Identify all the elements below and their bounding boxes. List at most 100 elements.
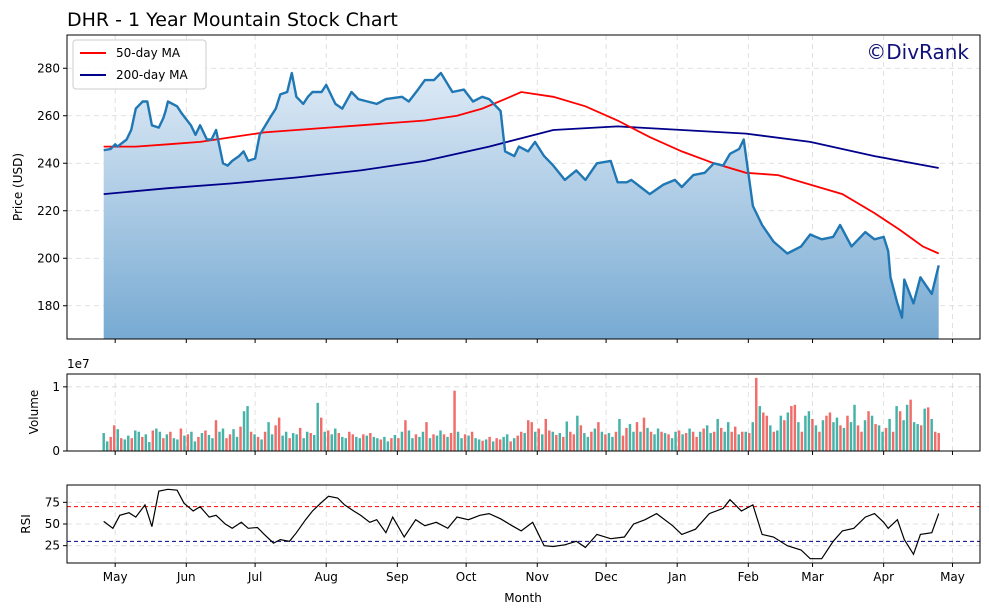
volume-bar [632, 431, 635, 451]
volume-bar [653, 434, 656, 451]
volume-bar [200, 433, 204, 451]
volume-bar [730, 431, 733, 451]
volume-bar [295, 434, 298, 451]
volume-bar [639, 431, 642, 451]
volume-bar [365, 435, 369, 451]
volume-bar [688, 428, 691, 451]
volume-bar [776, 430, 779, 451]
volume-bar [814, 425, 818, 451]
volume-bar [741, 431, 744, 451]
y-tick-label: 260 [37, 109, 60, 123]
volume-bar [127, 435, 130, 451]
volume-bar [562, 436, 565, 451]
volume-bar [372, 436, 376, 451]
volume-bar [232, 429, 235, 451]
volume-bar [660, 431, 663, 451]
volume-bar [912, 422, 916, 452]
volume-bar [362, 434, 365, 451]
volume-bar [842, 427, 846, 451]
volume-bar [446, 436, 449, 451]
rsi-line [103, 488, 940, 560]
y-tick-label: 1 [52, 380, 60, 394]
volume-bar [593, 428, 597, 451]
x-tick-label: Oct [456, 570, 477, 584]
volume-bar [442, 434, 446, 451]
volume-bar [470, 431, 474, 451]
volume-bar [663, 433, 667, 451]
volume-bar [902, 420, 905, 451]
legend-box [72, 39, 207, 90]
volume-bar [656, 428, 660, 451]
volume-bar [102, 433, 105, 451]
volume-bar [860, 431, 863, 451]
volume-bar [748, 433, 751, 451]
volume-bar [642, 417, 646, 451]
volume-bar [800, 431, 804, 451]
volume-bar [477, 439, 481, 451]
volume-bar [344, 438, 348, 451]
volume-bar [144, 434, 148, 451]
volume-bar [516, 435, 519, 451]
volume-bar [172, 438, 176, 451]
volume-bar [467, 435, 470, 451]
volume-bar [502, 436, 505, 451]
volume-bar [463, 434, 467, 451]
volume-bar [839, 425, 842, 451]
volume-bar [565, 421, 569, 451]
volume-x-ticks [114, 451, 953, 455]
volume-bar [832, 422, 835, 452]
volume-bar [176, 439, 179, 451]
price-y-ticks: 180 200 220 240 260 280 [37, 61, 67, 313]
volume-bar [930, 418, 933, 451]
volume-bar [134, 430, 137, 451]
volume-bar [288, 438, 291, 451]
volume-bar [635, 422, 639, 452]
volume-bar [270, 434, 274, 451]
volume-bar [453, 390, 456, 451]
volume-bar [891, 431, 895, 451]
volume-bar [783, 420, 786, 451]
volume-bar [334, 428, 337, 451]
volume-bar [797, 422, 800, 452]
volume-bar [548, 430, 551, 451]
volume-bar [369, 433, 372, 451]
volume-bar [898, 411, 902, 451]
volume-bar [284, 431, 288, 451]
volume-bar [113, 425, 116, 451]
x-tick-label: Jan [667, 570, 687, 584]
volume-bar [877, 425, 881, 451]
watermark: ©DivRank [866, 40, 969, 64]
volume-bar [109, 436, 112, 451]
volume-bar [162, 438, 165, 451]
volume-bar [765, 415, 769, 451]
volume-bar [193, 441, 197, 452]
volume-bar [456, 431, 460, 451]
volume-bar [281, 435, 284, 451]
volume-bar [733, 426, 737, 451]
x-axis-label: Month [504, 591, 542, 605]
volume-bar [821, 420, 825, 451]
x-tick-label: May [103, 570, 128, 584]
volume-bar [274, 425, 277, 451]
volume-bar [534, 431, 537, 451]
volume-bar [225, 438, 228, 451]
volume-bar [583, 433, 586, 451]
volume-bar [695, 436, 698, 451]
rsi-grid [67, 485, 980, 563]
volume-bar [807, 411, 811, 451]
x-tick-label: Jul [247, 570, 262, 584]
volume-bars [102, 377, 940, 452]
volume-exponent-label: 1e7 [67, 357, 90, 371]
volume-bar [414, 434, 418, 451]
volume-bar [846, 415, 849, 451]
volume-bar [607, 433, 611, 451]
x-tick-label: Sep [386, 570, 409, 584]
volume-bar [926, 407, 930, 451]
volume-bar [811, 418, 814, 451]
volume-bar [555, 434, 558, 451]
rsi-frame [66, 484, 981, 564]
volume-bar [905, 404, 909, 451]
volume-bar [716, 418, 719, 451]
volume-bar [393, 434, 397, 451]
volume-bar [460, 438, 463, 451]
